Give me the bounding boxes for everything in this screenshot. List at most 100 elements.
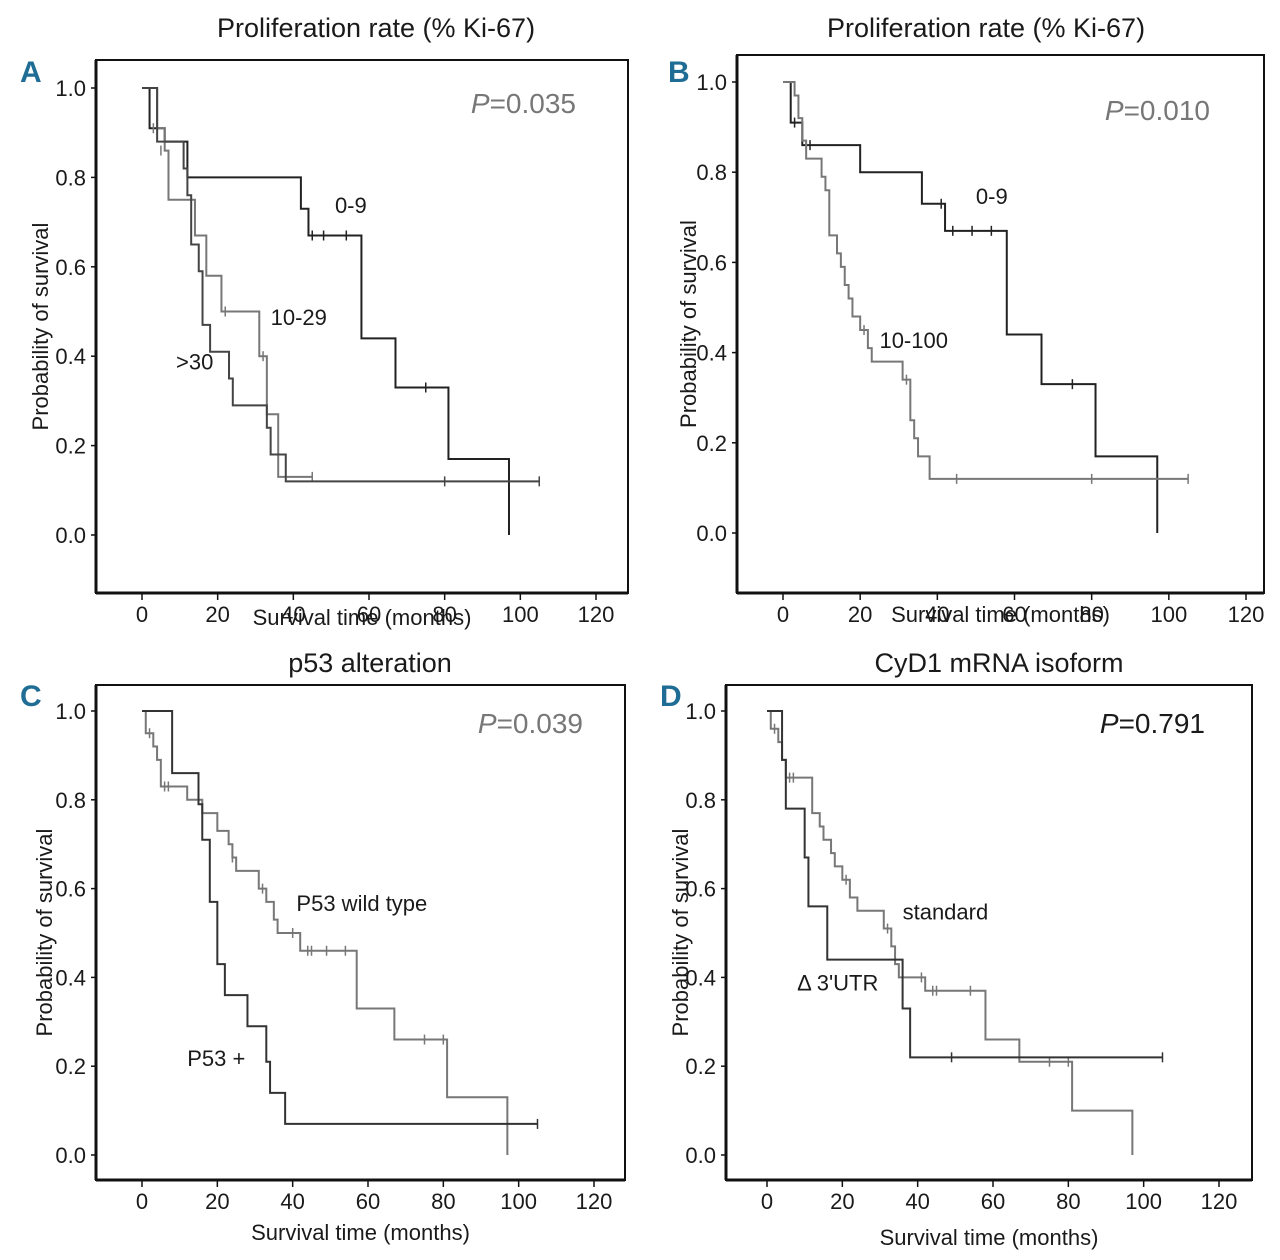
curve-annotation: 0-9 [976, 184, 1008, 209]
y-tick-label: 0.6 [685, 877, 716, 902]
y-tick-label: 0.0 [55, 1143, 86, 1168]
curve-annotation: P53 + [187, 1046, 245, 1071]
panel-c: p53 alteration C 0 20 40 60 80 100 120 0.0 0.2 0.4 0… [20, 648, 626, 1245]
plot-frame [736, 54, 1265, 594]
x-tick-label: 20 [205, 1189, 229, 1214]
survival-curve-10-100 [783, 81, 1189, 484]
y-tick-label: 0.2 [55, 1054, 86, 1079]
x-tick-label: 80 [431, 1189, 455, 1214]
y-tick-label: 0.4 [685, 965, 716, 990]
panel-a: Proliferation rate (% Ki-67) A 0 20 40 60 80 10… [20, 13, 629, 630]
survival-curve--3-utr [767, 710, 1164, 1063]
survival-curve-standard [767, 710, 1134, 1155]
y-tick-label: 0.2 [685, 1054, 716, 1079]
y-tick-label: 0.2 [55, 434, 86, 459]
survival-curve--30 [142, 87, 540, 487]
panel-d: CyD1 mRNA isoform D 0 20 40 60 80 100 120 0.0 0.2 0… [660, 648, 1253, 1250]
x-tick-label: 0 [136, 1189, 148, 1214]
y-axis-label: Probability of survival [28, 223, 53, 431]
panel-letter: A [20, 56, 42, 89]
y-tick-label: 0.8 [696, 160, 727, 185]
y-tick-label: 0.8 [685, 788, 716, 813]
x-tick-label: 20 [848, 602, 872, 627]
x-tick-label: 60 [357, 602, 381, 627]
curve-annotation: Δ 3'UTR [797, 971, 878, 996]
y-tick-label: 1.0 [696, 70, 727, 95]
y-tick-label: 0.2 [696, 431, 727, 456]
curve-annotation: 10-100 [879, 328, 948, 353]
curve-annotation: 10-29 [271, 305, 327, 330]
p-value-number: =0.791 [1119, 708, 1205, 739]
curve-path [142, 710, 509, 1155]
p-value-prefix: P [471, 88, 490, 119]
curve-path [142, 710, 538, 1125]
x-tick-label: 40 [280, 1189, 304, 1214]
p-value-number: =0.010 [1124, 95, 1210, 126]
y-axis-label: Probability of survival [668, 829, 693, 1037]
y-tick-label: 0.0 [696, 521, 727, 546]
y-tick-label: 0.6 [55, 255, 86, 280]
curve-annotation: P53 wild type [296, 891, 427, 916]
y-tick-label: 0.0 [55, 523, 86, 548]
y-tick-label: 0.6 [55, 877, 86, 902]
p-value-number: =0.035 [490, 88, 576, 119]
p-value-prefix: P [1105, 95, 1124, 126]
x-tick-label: 80 [1056, 1189, 1080, 1214]
x-tick-label: 20 [205, 602, 229, 627]
x-tick-label: 100 [1150, 602, 1187, 627]
p-value-label: P=0.039 [478, 708, 583, 739]
panel-letter: D [660, 680, 682, 713]
panel-b: Proliferation rate (% Ki-67) B 0 20 40 60 80 10… [668, 13, 1265, 627]
curve-annotation: 0-9 [335, 193, 367, 218]
p-value-prefix: P [478, 708, 497, 739]
curve-path [142, 87, 313, 478]
y-tick-label: 0.4 [55, 344, 86, 369]
x-tick-label: 100 [502, 602, 539, 627]
x-axis-label: Survival time (months) [251, 1220, 470, 1245]
x-tick-label: 40 [905, 1189, 929, 1214]
p-value-label: P=0.035 [471, 88, 576, 119]
p-value-prefix: P [1100, 708, 1119, 739]
curve-path [142, 87, 540, 483]
chart-title: Proliferation rate (% Ki-67) [827, 13, 1145, 43]
chart-title: Proliferation rate (% Ki-67) [217, 13, 535, 43]
y-tick-label: 1.0 [55, 699, 86, 724]
panel-letter: B [668, 56, 690, 89]
p-value-number: =0.039 [497, 708, 583, 739]
chart-title: CyD1 mRNA isoform [874, 648, 1123, 678]
y-tick-label: 1.0 [55, 76, 86, 101]
curve-path [783, 81, 1189, 480]
x-tick-label: 40 [281, 602, 305, 627]
y-axis-label: Probability of survival [676, 220, 701, 428]
x-tick-label: 0 [136, 602, 148, 627]
x-tick-label: 40 [925, 602, 949, 627]
x-axis-label: Survival time (months) [253, 605, 472, 630]
x-tick-label: 100 [1125, 1189, 1162, 1214]
chart-title: p53 alteration [288, 648, 452, 678]
y-tick-label: 0.8 [55, 165, 86, 190]
curve-annotation: >30 [176, 350, 213, 375]
plot-frame [95, 684, 626, 1181]
x-tick-label: 100 [500, 1189, 537, 1214]
curve-path [767, 710, 1163, 1059]
x-tick-label: 0 [761, 1189, 773, 1214]
survival-curve-0-9 [783, 81, 1159, 533]
p-value-label: P=0.010 [1105, 95, 1210, 126]
curve-path [767, 710, 1134, 1155]
x-tick-label: 60 [356, 1189, 380, 1214]
x-tick-label: 120 [1201, 1189, 1238, 1214]
curve-path [783, 81, 1159, 533]
x-tick-label: 120 [576, 1189, 613, 1214]
x-tick-label: 20 [830, 1189, 854, 1214]
y-tick-label: 1.0 [685, 699, 716, 724]
y-tick-label: 0.4 [55, 965, 86, 990]
x-axis-label: Survival time (months) [880, 1225, 1099, 1250]
plot-frame [725, 684, 1253, 1181]
x-tick-label: 120 [578, 602, 615, 627]
survival-curve-10-29 [142, 87, 313, 482]
y-tick-label: 0.0 [685, 1143, 716, 1168]
panel-letter: C [20, 680, 42, 713]
x-tick-label: 60 [981, 1189, 1005, 1214]
y-tick-label: 0.6 [696, 250, 727, 275]
curve-annotation: standard [903, 900, 989, 925]
